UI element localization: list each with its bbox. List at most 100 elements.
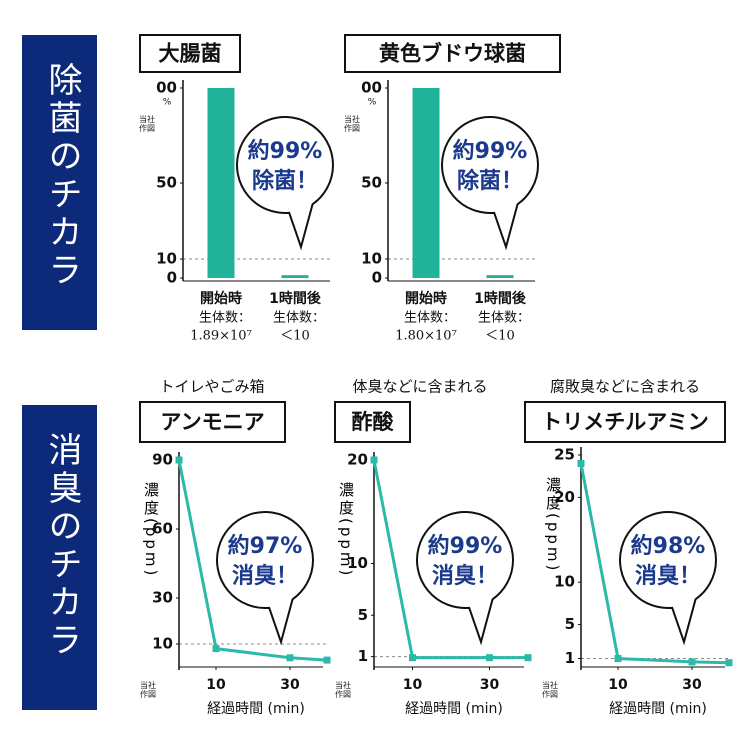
y-axis-label: 濃度(ppm) [544, 477, 562, 574]
section-panel [22, 405, 97, 710]
y-tick-label: 1 [358, 647, 368, 665]
speech-bubble [216, 511, 314, 646]
section-title: 消臭のチカラ [42, 432, 82, 660]
y-tick-label: 20 [347, 451, 368, 469]
y-tick-label: 10 [361, 250, 382, 268]
count-value: ＜10 [280, 329, 310, 344]
count-label: 生体数： [478, 311, 530, 326]
y-tick-label: 0 [167, 269, 177, 287]
y-tick-label: 10 [554, 573, 575, 591]
annotation: 除菌！ [252, 168, 318, 194]
y-tick-label: 90 [152, 451, 173, 469]
line [372, 459, 528, 660]
x-tick-label: 30 [682, 677, 702, 693]
marker [688, 658, 696, 666]
x-tick-label: 1時間後 [269, 290, 322, 307]
y-tick-label: 10 [156, 250, 177, 268]
annotation: 約99% [453, 138, 528, 164]
bar [207, 88, 235, 278]
marker [370, 456, 378, 464]
annotation: 約97% [228, 533, 303, 559]
chart-subtitle: トイレやごみ箱 [159, 378, 264, 396]
count-label: 生体数： [199, 311, 251, 326]
line [177, 459, 328, 662]
title-box [334, 401, 411, 443]
source-note: 当社作図 [335, 681, 351, 699]
chart-title: トリメチルアミン [541, 410, 709, 434]
source-note: 当社作図 [140, 681, 156, 699]
speech-bubble [416, 511, 514, 646]
line [579, 463, 730, 665]
chart-title: アンモニア [160, 410, 264, 434]
marker [323, 656, 331, 664]
annotation: 除菌！ [457, 168, 523, 194]
marker [175, 456, 183, 464]
marker [725, 659, 733, 667]
count-value: 1.80×10⁷ [395, 329, 457, 344]
y-tick-label: 50 [156, 174, 177, 192]
y-axis-label: 濃度(ppm) [337, 482, 355, 579]
marker [286, 654, 294, 662]
x-axis-label: 経過時間 (min) [207, 701, 305, 717]
chart-title: 黄色ブドウ球菌 [379, 42, 526, 66]
bar [486, 275, 514, 278]
marker [409, 654, 416, 662]
x-tick-label: 10 [403, 677, 423, 693]
y-unit: % [163, 98, 172, 108]
title-box [524, 401, 726, 443]
title-box [344, 34, 561, 73]
y-tick-label: 10 [347, 554, 368, 572]
y-tick-label: 60 [152, 520, 173, 538]
speech-bubble [441, 116, 539, 251]
annotation: 約98% [631, 533, 706, 559]
source-note: 当社作図 [344, 115, 360, 133]
chart-title: 酢酸 [352, 410, 395, 434]
y-tick-label: 5 [565, 615, 575, 633]
y-axis-label: 濃度(ppm) [142, 482, 160, 579]
x-axis-label: 経過時間 (min) [405, 701, 503, 717]
annotation: 消臭！ [232, 563, 298, 589]
annotation: 消臭！ [635, 563, 701, 589]
marker [577, 459, 585, 467]
chart-subtitle: 体臭などに含まれる [352, 378, 487, 396]
y-tick-label: 20 [554, 488, 575, 506]
x-tick-label: 10 [206, 677, 226, 693]
count-value: 1.89×10⁷ [190, 329, 252, 344]
x-tick-label: 1時間後 [474, 290, 527, 307]
bar [412, 88, 440, 278]
y-tick-label: 5 [358, 606, 368, 624]
y-tick-label: 00 [361, 79, 382, 97]
x-tick-label: 30 [480, 677, 500, 693]
source-note: 当社作図 [139, 115, 155, 133]
section-title: 除菌のチカラ [42, 62, 82, 290]
annotation: 約99% [248, 138, 323, 164]
source-note: 当社作図 [542, 681, 558, 699]
marker [524, 654, 532, 662]
x-tick-label: 10 [608, 677, 628, 693]
bar [281, 275, 309, 278]
y-tick-label: 1 [565, 649, 575, 667]
y-tick-label: 10 [152, 635, 173, 653]
speech-bubble [236, 116, 334, 251]
chart-subtitle: 腐敗臭などに含まれる [550, 378, 700, 396]
annotation: 消臭！ [432, 563, 498, 589]
x-tick-label: 30 [280, 677, 300, 693]
count-value: ＜10 [485, 329, 515, 344]
y-tick-label: 25 [554, 446, 575, 464]
count-label: 生体数： [404, 311, 456, 326]
x-axis-label: 経過時間 (min) [609, 701, 707, 717]
annotation: 約99% [428, 533, 503, 559]
title-box [139, 401, 286, 443]
x-tick-label: 開始時 [405, 290, 447, 307]
y-unit: % [368, 98, 377, 108]
section-panel [22, 35, 97, 330]
marker [212, 645, 220, 653]
speech-bubble [619, 511, 717, 646]
y-tick-label: 30 [152, 589, 173, 607]
y-tick-label: 00 [156, 79, 177, 97]
x-tick-label: 開始時 [200, 290, 242, 307]
marker [486, 654, 493, 662]
y-tick-label: 0 [372, 269, 382, 287]
